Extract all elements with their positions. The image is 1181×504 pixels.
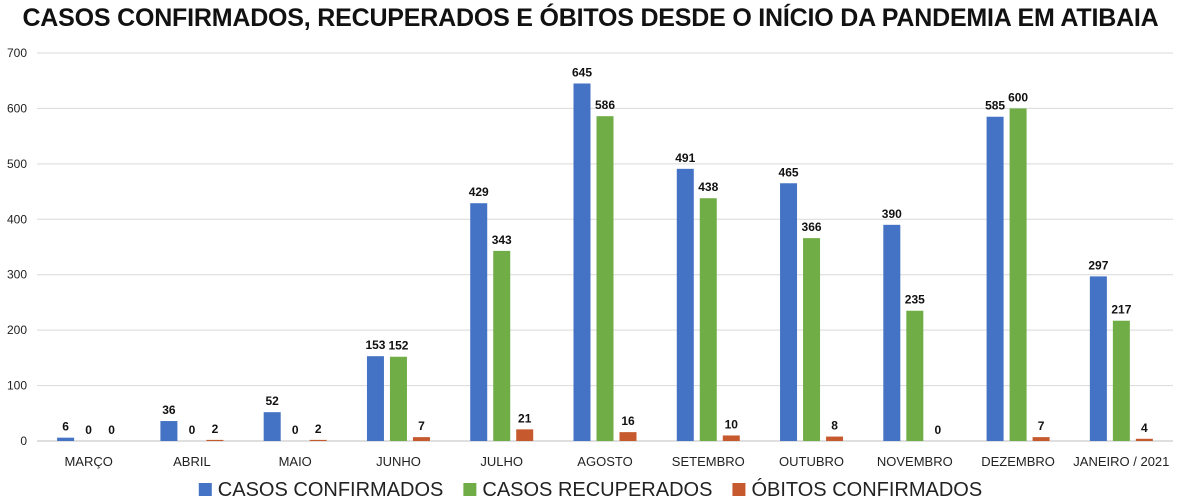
data-label: 2 — [212, 422, 219, 436]
data-label: 438 — [698, 180, 718, 194]
data-label: 645 — [572, 65, 592, 79]
data-label: 465 — [779, 165, 799, 179]
data-label: 585 — [985, 99, 1005, 113]
bar-obitos — [619, 432, 637, 441]
bar-obitos — [722, 435, 740, 441]
data-label: 36 — [162, 403, 176, 417]
bar-confirmados — [470, 203, 488, 441]
bar-confirmados — [676, 168, 694, 442]
data-label: 390 — [882, 207, 902, 221]
legend-item: CASOS RECUPERADOS — [463, 479, 712, 501]
data-label: 16 — [621, 414, 635, 428]
bar-confirmados — [780, 183, 798, 441]
data-label: 0 — [292, 423, 299, 437]
bars — [57, 83, 1153, 442]
legend-label: CASOS RECUPERADOS — [482, 479, 712, 501]
bar-obitos — [1032, 437, 1050, 441]
y-tick-label: 200 — [7, 323, 27, 337]
data-label: 366 — [802, 220, 822, 234]
bar-obitos — [1135, 438, 1153, 441]
y-tick-label: 700 — [7, 46, 27, 60]
data-label: 586 — [595, 98, 615, 112]
bar-recuperados — [596, 116, 614, 441]
bar-obitos — [516, 429, 534, 441]
data-label: 2 — [315, 422, 322, 436]
x-tick-label: JANEIRO / 2021 — [1073, 454, 1169, 469]
bar-confirmados — [986, 116, 1004, 441]
bar-recuperados — [1009, 108, 1027, 441]
data-label: 0 — [934, 423, 941, 437]
x-tick-label: NOVEMBRO — [877, 454, 953, 469]
bar-recuperados — [1112, 320, 1130, 441]
legend-label: CASOS CONFIRMADOS — [218, 479, 444, 501]
y-tick-label: 0 — [20, 434, 27, 448]
x-tick-label: ABRIL — [173, 454, 211, 469]
y-tick-label: 500 — [7, 157, 27, 171]
data-label: 52 — [266, 394, 280, 408]
y-tick-label: 300 — [7, 268, 27, 282]
x-tick-label: AGOSTO — [577, 454, 632, 469]
x-tick-label: OUTUBRO — [779, 454, 844, 469]
legend: CASOS CONFIRMADOS CASOS RECUPERADOS ÓBITOS… — [198, 478, 982, 501]
data-label: 7 — [1038, 419, 1045, 433]
legend-swatch — [463, 483, 477, 496]
bar-recuperados — [803, 238, 821, 441]
data-label: 0 — [108, 423, 115, 437]
data-label: 152 — [388, 339, 408, 353]
data-label: 6 — [62, 420, 69, 434]
bar-confirmados — [573, 83, 591, 441]
bar-confirmados — [160, 421, 178, 441]
data-label: 8 — [831, 419, 838, 433]
bar-obitos — [412, 437, 430, 441]
y-tick-label: 600 — [7, 101, 27, 115]
data-label: 153 — [365, 338, 385, 352]
data-label: 10 — [725, 417, 739, 431]
bar-obitos — [206, 439, 224, 441]
data-label: 0 — [85, 423, 92, 437]
data-label: 4 — [1141, 421, 1148, 435]
x-tick-label: SETEMBRO — [672, 454, 745, 469]
x-tick-label: MAIO — [279, 454, 312, 469]
data-label: 600 — [1008, 90, 1028, 104]
bar-recuperados — [493, 250, 511, 441]
y-axis: 0 100 200 300 400 500 600 700 — [7, 46, 27, 448]
x-tick-label: DEZEMBRO — [981, 454, 1055, 469]
legend-item: ÓBITOS CONFIRMADOS — [732, 478, 982, 501]
bar-recuperados — [699, 198, 717, 441]
bar-recuperados — [389, 356, 407, 441]
bar-obitos — [826, 436, 844, 441]
bar-obitos — [309, 439, 327, 441]
data-label: 297 — [1088, 258, 1108, 272]
legend-swatch — [732, 483, 746, 496]
x-tick-label: JULHO — [480, 454, 523, 469]
bar-recuperados — [906, 310, 924, 441]
data-label: 491 — [675, 151, 695, 165]
x-tick-label: MARÇO — [64, 454, 112, 469]
data-label: 0 — [189, 423, 196, 437]
data-label: 7 — [418, 419, 425, 433]
bar-confirmados — [366, 356, 384, 441]
data-label: 217 — [1111, 303, 1131, 317]
bar-confirmados — [263, 412, 281, 441]
y-tick-label: 400 — [7, 212, 27, 226]
chart-title: CASOS CONFIRMADOS, RECUPERADOS E ÓBITOS … — [22, 4, 1159, 32]
data-label: 21 — [518, 411, 532, 425]
data-label: 429 — [469, 185, 489, 199]
x-tick-label: JUNHO — [376, 454, 421, 469]
bar-confirmados — [883, 224, 901, 441]
y-tick-label: 100 — [7, 379, 27, 393]
bar-confirmados — [1089, 276, 1107, 441]
x-axis: MARÇO ABRIL MAIO JUNHO JULHO AGOSTO SETEMBRO OU… — [64, 454, 1169, 469]
data-label: 235 — [905, 293, 925, 307]
legend-swatch — [198, 483, 212, 496]
legend-label: ÓBITOS CONFIRMADOS — [751, 478, 982, 501]
data-label: 343 — [492, 233, 512, 247]
bar-confirmados — [57, 437, 75, 441]
legend-item: CASOS CONFIRMADOS — [198, 479, 444, 501]
